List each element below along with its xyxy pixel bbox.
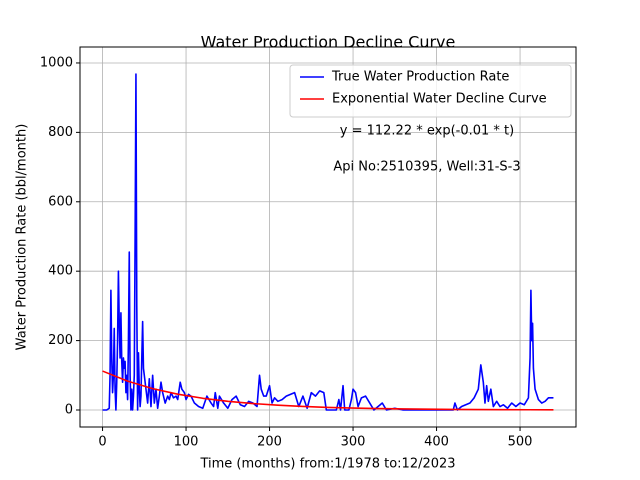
annotation: Api No:2510395, Well:31-S-3 — [333, 160, 520, 175]
x-tick-label: 400 — [424, 435, 449, 450]
x-tick-label: 0 — [98, 435, 106, 450]
y-tick-label: 1000 — [40, 55, 73, 70]
x-tick-label: 500 — [508, 435, 533, 450]
plot-area — [102, 73, 554, 411]
legend-box — [289, 64, 572, 118]
y-tick-label: 0 — [65, 402, 73, 417]
data-line — [102, 73, 554, 411]
annotation: y = 112.22 * exp(-0.01 * t) — [340, 124, 514, 139]
y-tick-label: 200 — [48, 333, 73, 348]
legend-label: Exponential Water Decline Curve — [332, 92, 547, 107]
data-line — [102, 370, 554, 411]
x-tick-label: 300 — [341, 435, 366, 450]
legend: True Water Production Rate Exponential Wa… — [289, 64, 572, 118]
y-tick-label: 800 — [48, 125, 73, 140]
chart-title: Water Production Decline Curve — [201, 33, 456, 52]
y-axis-label: Water Production Rate (bbl/month) — [15, 124, 30, 351]
y-tick-label: 600 — [48, 194, 73, 209]
x-tick-label: 200 — [257, 435, 282, 450]
grid — [80, 47, 576, 427]
legend-label: True Water Production Rate — [331, 70, 509, 85]
axes-frame — [79, 46, 577, 428]
x-axis-label: Time (months) from:1/1978 to:12/2023 — [199, 457, 455, 472]
y-tick-label: 400 — [48, 264, 73, 279]
x-tick-label: 100 — [174, 435, 199, 450]
